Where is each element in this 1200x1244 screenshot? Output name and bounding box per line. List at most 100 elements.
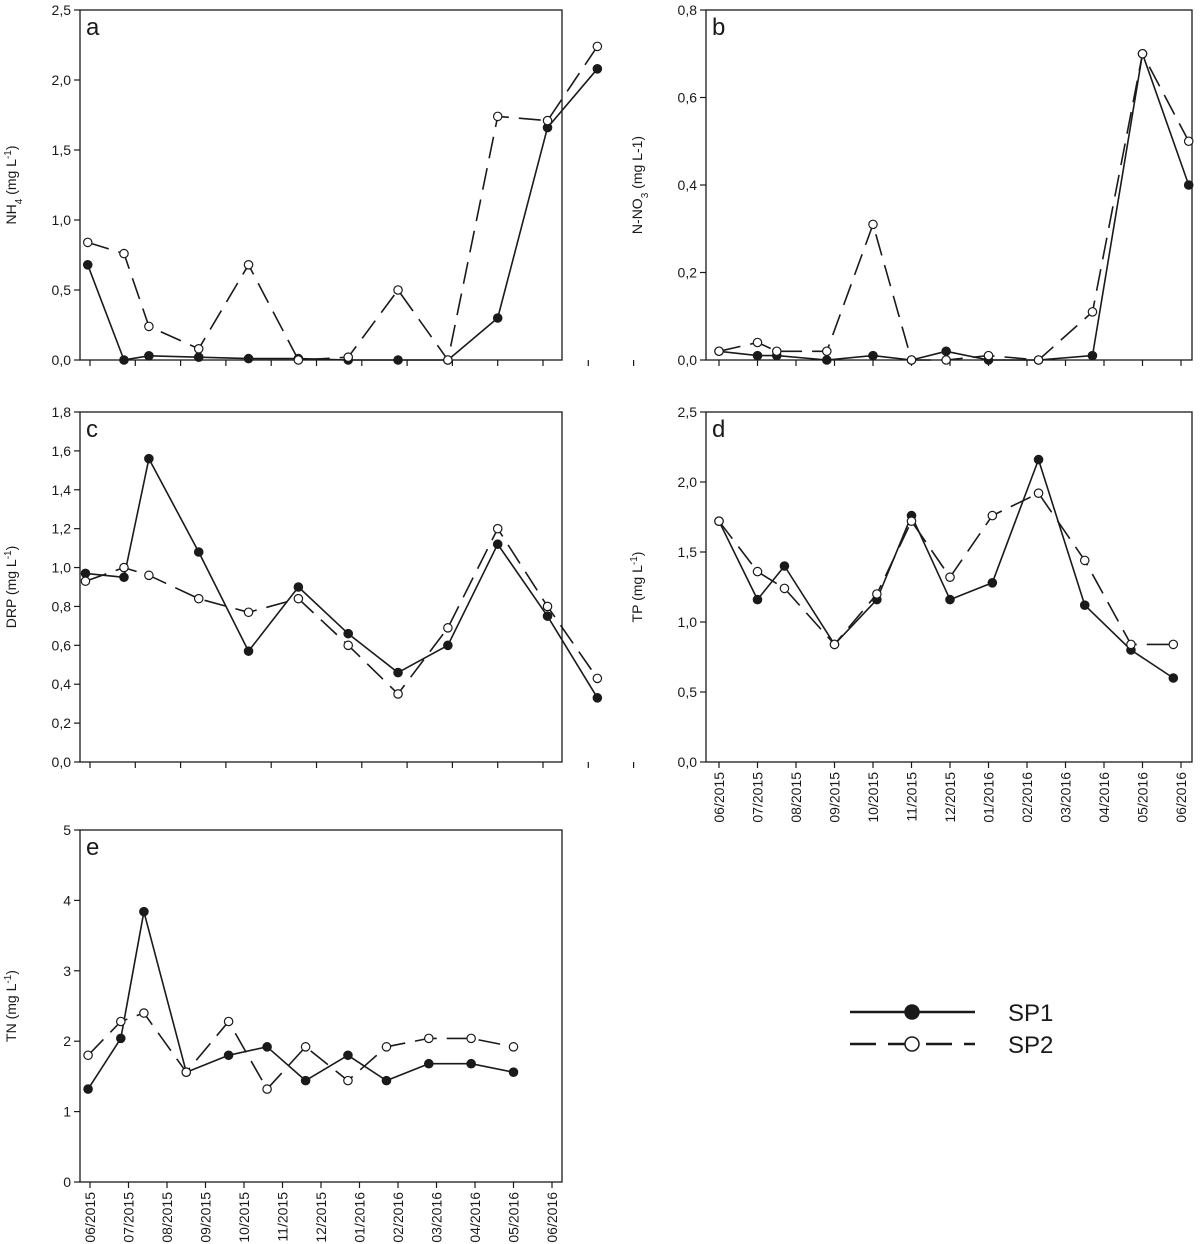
panel-c-ytick-label: 0,0 <box>52 754 72 770</box>
panel-a-point-sp2 <box>193 343 204 354</box>
panel-e-point-sp2 <box>381 1042 392 1052</box>
panel-a-point-sp2 <box>144 321 154 332</box>
panel-b-point-sp2 <box>771 346 782 357</box>
panel-a-point-sp1 <box>144 350 154 361</box>
ylabel-superscript: -1 <box>3 150 14 159</box>
panel-e-point-sp2 <box>343 1075 353 1086</box>
panel-d-point-sp1 <box>987 577 998 588</box>
panel-e-letter: e <box>86 834 99 861</box>
panel-a-point-sp2 <box>343 352 354 362</box>
panel-d-point-sp1 <box>1033 454 1044 465</box>
panel-d-point-sp2 <box>779 583 790 594</box>
panel-b-point-sp2 <box>752 337 763 348</box>
panel-d-ytick-label: 0,0 <box>678 754 698 770</box>
panel-d-point-sp2 <box>1168 639 1179 650</box>
panel-c-ytick-label: 0,8 <box>52 598 72 614</box>
panel-b: 0,0 0,2 0,4 0,6 0,8 b N-NO3 (mg L-1) <box>629 2 1194 368</box>
ylabel-main: TN <box>3 1023 19 1042</box>
panel-d-ytick-label: 0,5 <box>678 684 698 700</box>
panel-e-point-sp2 <box>139 1008 149 1018</box>
panel-c: 0,0 0,2 0,4 0,6 0,8 1,0 1,2 1,4 1,6 1,8 c DRP (mg L… <box>3 404 635 770</box>
panel-d-point-sp2 <box>906 516 917 526</box>
legend: SP1 SP2 <box>850 1000 1053 1059</box>
panel-c-point-sp1 <box>243 646 254 656</box>
panel-d-point-sp2 <box>872 589 882 599</box>
panel-d-xtick-label: 03/2016 <box>1058 772 1074 823</box>
panel-a-point-sp2 <box>443 355 453 365</box>
panel-c-point-sp2 <box>80 576 91 586</box>
panel-a-point-sp1 <box>492 313 503 323</box>
panel-c-line-sp2 <box>85 527 599 695</box>
panel-d-xtick-label: 05/2016 <box>1135 772 1151 823</box>
panel-b-point-sp1 <box>1183 180 1194 190</box>
panel-b-point-sp2 <box>941 355 951 365</box>
panel-e-xtick-label: 04/2016 <box>467 1192 483 1243</box>
ylabel-main: N-NO <box>629 198 645 234</box>
panel-e-frame <box>79 829 563 1183</box>
panel-b-ytick-label: 0,0 <box>678 352 698 368</box>
panel-b-ytick-label: 0,6 <box>678 90 698 106</box>
panel-e-xtick-label: 06/2016 <box>544 1192 560 1243</box>
panel-b-ytick-label: 0,2 <box>678 265 698 281</box>
panel-e-point-sp2 <box>466 1033 476 1044</box>
panel-b-point-sp2 <box>1087 307 1098 317</box>
ylabel-unit: (mg L <box>629 565 645 605</box>
panel-c-point-sp2 <box>193 593 204 604</box>
panel-e-xtick-label: 07/2015 <box>121 1192 137 1243</box>
panel-d-point-sp2 <box>752 566 763 577</box>
panel-b-point-sp2 <box>714 346 724 357</box>
panel-d-point-sp2 <box>987 510 998 521</box>
ylabel-main: DRP <box>3 599 19 628</box>
panel-e-ytick-label: 4 <box>63 892 71 908</box>
ylabel-main: TP <box>629 605 645 623</box>
panel-b-point-sp2 <box>1033 355 1044 365</box>
panel-c-frame <box>79 411 563 763</box>
panel-e-point-sp2 <box>262 1084 272 1094</box>
panel-d-point-sp2 <box>1079 555 1090 566</box>
panel-e-xtick-label: 03/2016 <box>429 1192 445 1243</box>
panel-a-point-sp2 <box>542 115 553 126</box>
panel-d-ytick-label: 1,5 <box>678 544 698 560</box>
panel-c-ytick-label: 1,0 <box>52 560 72 576</box>
ylabel-end: ) <box>3 970 19 975</box>
panel-e-point-sp1 <box>508 1067 519 1077</box>
panel-d-xtick-label: 12/2015 <box>942 772 958 823</box>
ylabel-end: ) <box>3 546 19 551</box>
panel-b-point-sp2 <box>906 355 917 365</box>
panel-e-point-sp2 <box>83 1050 93 1061</box>
panel-d-ytick-label: 1,0 <box>678 614 698 630</box>
panel-b-line-sp2 <box>718 52 1190 361</box>
panel-b-point-sp2 <box>821 346 832 357</box>
panel-c-ytick-label: 1,6 <box>52 443 72 459</box>
ylabel-main: NH <box>3 204 19 224</box>
panel-d-xtick-label: 04/2016 <box>1096 772 1112 823</box>
panel-c-point-sp2 <box>243 607 254 618</box>
panel-e-point-sp1 <box>381 1075 392 1086</box>
panel-d-ytick-label: 2,5 <box>678 404 698 420</box>
panel-c-point-sp1 <box>119 572 129 583</box>
legend-marker-sp1 <box>904 1004 920 1020</box>
panel-e-xtick-label: 02/2016 <box>390 1192 406 1243</box>
panel-c-point-sp1 <box>193 547 204 557</box>
panel-c-point-sp1 <box>542 611 553 621</box>
panel-c-ylabel: DRP (mg L-1) <box>3 546 20 629</box>
panel-d-xtick-label: 10/2015 <box>865 772 881 823</box>
panel-a-ytick-label: 0,0 <box>52 352 72 368</box>
panel-d-frame <box>705 411 1193 763</box>
panel-e: 0 1 2 3 4 5 06/2015 07/2015 08/2015 09/2015 10/201… <box>3 822 563 1243</box>
panel-c-point-sp2 <box>343 640 354 651</box>
panel-a-ytick-label: 1,5 <box>52 142 72 158</box>
panel-a-point-sp1 <box>193 352 204 362</box>
panel-a-ylabel: NH4 (mg L-1) <box>3 145 25 224</box>
panel-c-point-sp1 <box>293 582 304 592</box>
panel-c-point-sp2 <box>443 623 453 633</box>
panel-b-ytick-label: 0,4 <box>678 177 698 193</box>
panel-a-point-sp1 <box>82 259 93 270</box>
panel-b-point-sp1 <box>821 355 832 365</box>
panel-c-point-sp2 <box>393 689 403 699</box>
panel-b-point-sp1 <box>941 346 951 357</box>
panel-d-letter: d <box>712 416 725 443</box>
panel-c-point-sp1 <box>592 693 603 703</box>
panel-a-line-sp2 <box>87 45 599 361</box>
